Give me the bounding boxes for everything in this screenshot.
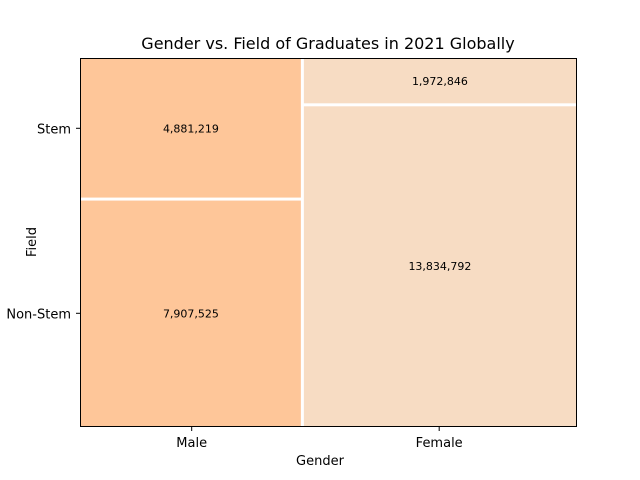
cell-male-stem (81, 59, 301, 198)
cell-label-female-non-stem: 13,834,792 (408, 260, 471, 273)
cell-label-male-stem: 4,881,219 (163, 122, 219, 135)
y-tick-label-non-stem: Non-Stem (6, 307, 71, 322)
y-tick-label-stem: Stem (37, 122, 71, 137)
cell-male-non-stem (81, 200, 301, 426)
x-tick-label-female: Female (416, 436, 463, 451)
x-tick-label-male: Male (176, 436, 207, 451)
x-axis: Male Female (176, 426, 463, 451)
y-axis: Stem Non-Stem (6, 122, 81, 322)
cell-label-male-non-stem: 7,907,525 (163, 307, 219, 320)
cell-female-stem (303, 59, 576, 104)
plot-frame (80, 58, 577, 427)
x-axis-label: Gender (296, 454, 345, 469)
chart-title: Gender vs. Field of Graduates in 2021 Gl… (141, 34, 514, 53)
cell-label-female-stem: 1,972,846 (412, 75, 468, 88)
cell-female-non-stem (303, 106, 576, 426)
y-axis-label: Field (25, 227, 40, 257)
plot-area: 4,881,219 7,907,525 1,972,846 13,834,792 (81, 59, 576, 426)
